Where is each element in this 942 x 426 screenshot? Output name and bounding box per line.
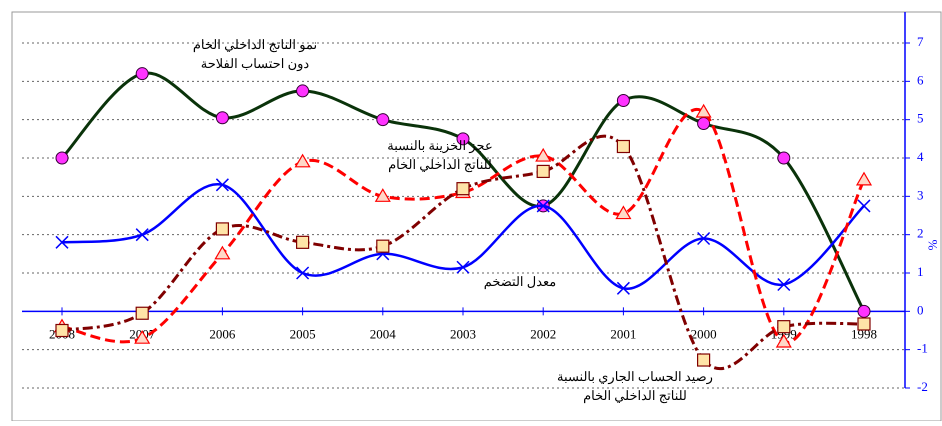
y-tick-label: 6: [917, 72, 924, 87]
annotation: نمو الناتج الداخلي الخام: [193, 37, 317, 53]
marker: [615, 205, 632, 220]
marker: [296, 84, 310, 98]
marker: [696, 353, 711, 367]
marker: [535, 147, 552, 162]
marker: [376, 239, 390, 253]
y-tick-label: 5: [917, 111, 924, 126]
marker: [616, 139, 631, 154]
marker: [775, 333, 792, 348]
marker: [135, 306, 149, 320]
series-line: [60, 71, 866, 313]
marker: [695, 103, 712, 118]
annotation: عجز الخزينة بالنسبة: [387, 138, 492, 154]
x-tick-label: 2003: [450, 326, 476, 341]
marker: [55, 235, 69, 249]
marker: [777, 151, 791, 165]
marker: [214, 245, 231, 260]
marker: [536, 199, 550, 213]
marker: [296, 266, 310, 280]
marker: [456, 132, 470, 146]
series-line: [61, 183, 865, 290]
marker: [536, 164, 550, 179]
marker: [215, 222, 229, 236]
x-tick-label: 2005: [290, 326, 316, 341]
marker: [777, 320, 791, 334]
annotation: رصيد الحساب الجاري بالنسبة: [557, 369, 713, 385]
marker: [374, 188, 391, 202]
marker: [857, 317, 871, 331]
marker: [456, 260, 470, 274]
x-tick-label: 2002: [530, 326, 556, 341]
y-tick-label: 3: [917, 187, 924, 202]
x-tick-label: 2001: [610, 326, 636, 341]
marker: [616, 94, 630, 107]
marker: [296, 235, 310, 249]
marker: [215, 111, 229, 125]
marker: [55, 151, 69, 165]
y-tick-label: 0: [917, 302, 924, 317]
marker: [616, 281, 630, 295]
y-tick-label: -2: [917, 379, 928, 394]
x-tick-label: 2004: [370, 326, 397, 341]
marker: [376, 113, 390, 127]
annotation: للناتج الداخلي الخام: [583, 388, 687, 404]
series-line: [61, 134, 865, 370]
y-tick-label: -1: [917, 341, 928, 356]
marker: [857, 304, 871, 318]
marker: [777, 277, 791, 292]
marker: [456, 182, 470, 196]
marker: [135, 67, 149, 81]
marker: [697, 231, 711, 246]
marker: [857, 199, 871, 213]
y-tick-label: 4: [917, 149, 924, 164]
x-tick-label: 2000: [691, 326, 717, 341]
y-tick-label: 1: [917, 264, 924, 279]
annotation: معدل التضخم: [484, 274, 557, 290]
marker: [215, 178, 229, 192]
annotation: للناتج الداخلي الخام: [388, 157, 492, 173]
y-tick-label: 7: [917, 34, 924, 49]
marker: [55, 323, 69, 338]
marker: [135, 228, 149, 242]
marker: [294, 153, 311, 168]
marker: [855, 171, 873, 186]
y-tick-label: 2: [917, 226, 924, 241]
y-axis-label: %: [925, 239, 940, 250]
marker: [134, 329, 151, 344]
x-tick-label: 2006: [209, 326, 236, 341]
annotation: دون احتساب الفلاحة: [201, 56, 310, 72]
